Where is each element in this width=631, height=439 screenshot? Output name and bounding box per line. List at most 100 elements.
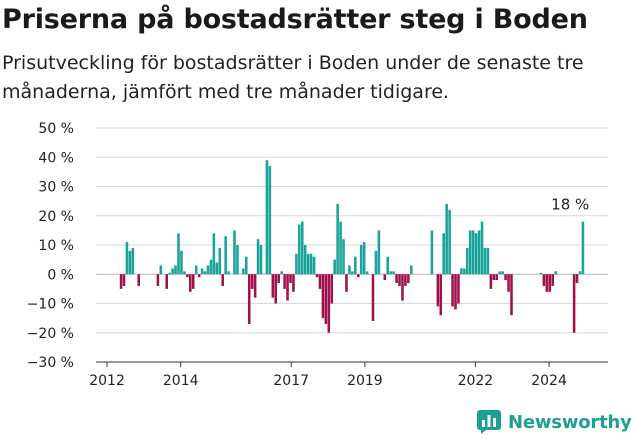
bar-negative bbox=[371, 274, 375, 322]
bar-negative bbox=[315, 274, 319, 278]
bar-negative bbox=[510, 274, 513, 316]
bar-positive bbox=[236, 245, 239, 275]
bar-positive bbox=[339, 221, 342, 275]
x-tick-label: 2014 bbox=[163, 373, 199, 389]
bar-positive bbox=[359, 245, 363, 275]
bar-positive bbox=[477, 230, 481, 275]
bar-positive bbox=[468, 230, 472, 275]
x-tick-label: 2022 bbox=[458, 373, 494, 389]
bar-positive bbox=[256, 239, 260, 275]
bar-positive bbox=[362, 242, 366, 275]
bar-negative bbox=[283, 274, 286, 289]
bars bbox=[119, 160, 585, 333]
bar-positive bbox=[259, 245, 263, 275]
bar-positive bbox=[483, 247, 487, 275]
bar-negative bbox=[327, 274, 331, 333]
bar-negative bbox=[197, 274, 201, 278]
y-tick-label: 30 % bbox=[38, 180, 74, 196]
bar-negative bbox=[345, 274, 348, 292]
bar-positive bbox=[171, 268, 174, 275]
bar-negative bbox=[551, 274, 555, 286]
bar-positive bbox=[386, 256, 390, 275]
bar-positive bbox=[309, 253, 313, 275]
bar-negative bbox=[289, 274, 292, 284]
bar-negative bbox=[292, 274, 295, 292]
bar-negative bbox=[221, 274, 224, 286]
bar-negative bbox=[330, 274, 334, 304]
bar-negative bbox=[572, 274, 576, 333]
bar-negative bbox=[454, 274, 457, 310]
bar-negative bbox=[247, 274, 251, 324]
bar-positive bbox=[448, 209, 451, 275]
bar-negative bbox=[189, 274, 192, 292]
bar-negative bbox=[271, 274, 275, 298]
x-axis: 2012 2014 2017 2019 2022 2024 bbox=[89, 361, 608, 389]
bar-negative bbox=[191, 274, 195, 289]
bar-positive bbox=[498, 271, 501, 275]
bar-positive bbox=[480, 221, 484, 275]
bar-positive bbox=[174, 265, 177, 275]
bar-positive bbox=[374, 250, 378, 275]
bar-positive bbox=[466, 247, 469, 275]
bar-positive bbox=[581, 221, 585, 275]
bar-positive bbox=[128, 250, 132, 275]
bar-positive bbox=[348, 265, 351, 275]
bar-negative bbox=[186, 274, 189, 278]
bar-positive bbox=[194, 265, 198, 275]
bar-negative bbox=[277, 274, 280, 284]
bar-negative bbox=[492, 274, 496, 281]
bar-positive bbox=[295, 253, 298, 275]
y-axis: 50 % 40 % 30 % 20 % 10 % 0 % −10 % −20 % −30 % bbox=[27, 121, 74, 371]
bar-positive bbox=[554, 271, 557, 275]
newsworthy-icon bbox=[477, 410, 501, 434]
bar-positive bbox=[578, 271, 582, 275]
bar-negative bbox=[250, 274, 254, 289]
bar-negative bbox=[137, 274, 141, 286]
bar-positive bbox=[463, 268, 466, 275]
bar-negative bbox=[404, 274, 407, 286]
newsworthy-logo: Newsworthy bbox=[476, 407, 631, 437]
bar-negative bbox=[507, 274, 510, 292]
y-tick-label: −10 % bbox=[27, 297, 74, 313]
chart-title: Priserna på bostadsrätter steg i Boden bbox=[2, 4, 588, 35]
bar-positive bbox=[245, 256, 248, 275]
gridlines bbox=[96, 127, 608, 363]
x-tick-label: 2024 bbox=[531, 373, 567, 389]
bar-negative bbox=[436, 274, 440, 307]
bar-negative bbox=[119, 274, 123, 289]
y-tick-label: −30 % bbox=[27, 355, 74, 371]
bar-positive bbox=[539, 272, 543, 275]
bar-positive bbox=[206, 265, 210, 275]
y-tick-label: 10 % bbox=[38, 238, 74, 254]
bar-negative bbox=[407, 274, 410, 284]
bar-positive bbox=[306, 253, 310, 275]
bar-negative bbox=[165, 274, 168, 289]
bar-positive bbox=[180, 250, 183, 275]
bar-negative bbox=[495, 274, 499, 281]
bar-positive bbox=[212, 233, 216, 275]
bar-positive bbox=[159, 265, 163, 275]
y-tick-label: 40 % bbox=[38, 150, 74, 166]
bar-positive bbox=[333, 259, 336, 275]
y-tick-label: −20 % bbox=[27, 326, 74, 342]
bar-negative bbox=[395, 274, 398, 284]
bar-positive bbox=[471, 230, 475, 275]
y-tick-label: 20 % bbox=[38, 209, 74, 225]
bar-negative bbox=[383, 274, 387, 281]
bar-positive bbox=[218, 247, 222, 275]
bar-negative bbox=[439, 274, 443, 316]
bar-negative bbox=[286, 274, 289, 301]
bar-positive bbox=[209, 259, 213, 275]
bar-negative bbox=[401, 274, 404, 301]
x-tick-label: 2019 bbox=[347, 373, 383, 389]
bar-positive bbox=[131, 247, 135, 275]
bar-positive bbox=[354, 256, 357, 275]
bar-positive bbox=[342, 239, 345, 275]
x-tick-label: 2017 bbox=[273, 373, 309, 389]
bar-negative bbox=[156, 274, 160, 286]
y-tick-label: 50 % bbox=[38, 121, 74, 137]
bar-positive bbox=[227, 271, 230, 275]
y-tick-label: 0 % bbox=[47, 267, 74, 283]
bar-positive bbox=[445, 204, 448, 275]
bar-negative bbox=[504, 274, 507, 281]
